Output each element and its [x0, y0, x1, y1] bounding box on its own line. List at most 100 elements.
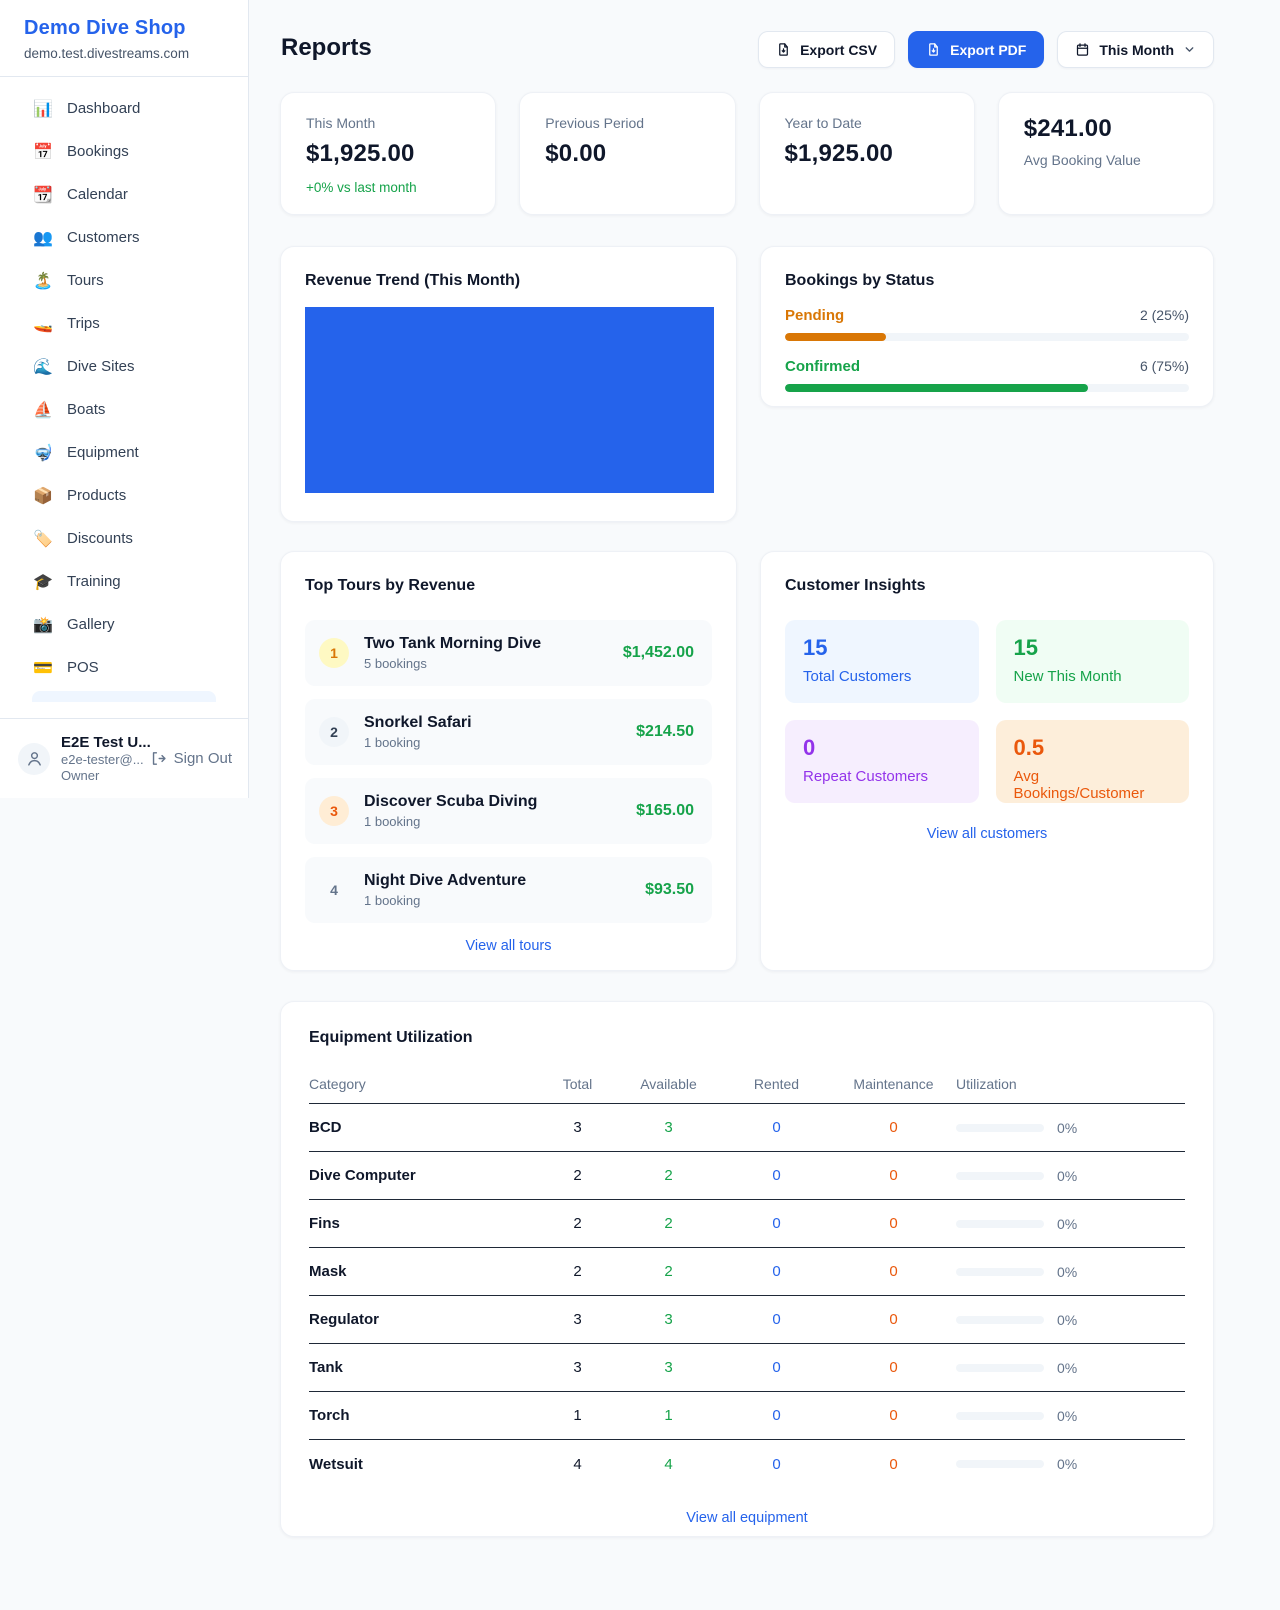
cell-category: Fins [309, 1215, 340, 1232]
revenue-trend-title: Revenue Trend (This Month) [305, 272, 521, 289]
tile-total-customers: 15 Total Customers [785, 620, 979, 703]
cell-rented: 0 [772, 1311, 781, 1328]
tour-list: 1 Two Tank Morning Dive 5 bookings $1,45… [305, 620, 712, 923]
progress-track [785, 384, 1189, 392]
sidebar-item-reports-active[interactable] [32, 691, 216, 702]
sidebar-item-training[interactable]: 🎓 Training [16, 560, 232, 603]
export-pdf-button[interactable]: Export PDF [908, 31, 1045, 68]
sidebar-item-label: Boats [67, 401, 106, 418]
user-name: E2E Test U... [61, 734, 151, 751]
sidebar-item-customers[interactable]: 👥 Customers [16, 216, 232, 259]
table-row: Wetsuit 4 4 0 0 0% [309, 1440, 1185, 1488]
tour-revenue: $1,452.00 [622, 644, 694, 661]
customer-insights-card: Customer Insights 15 Total Customers 15 … [760, 551, 1214, 971]
col-utilization: Utilization [956, 1075, 1017, 1092]
sidebar-item-gallery[interactable]: 📸 Gallery [16, 603, 232, 646]
cell-category: Wetsuit [309, 1455, 363, 1473]
sidebar-item-products[interactable]: 📦 Products [16, 474, 232, 517]
sidebar-item-discounts[interactable]: 🏷️ Discounts [16, 517, 232, 560]
sailboat-icon: ⛵ [33, 401, 53, 419]
stat-card-avg-booking-value: $241.00 Avg Booking Value [997, 92, 1214, 215]
tour-row[interactable]: 4 Night Dive Adventure 1 booking $93.50 [305, 857, 712, 923]
col-total: Total [562, 1075, 593, 1092]
tile-avg-bookings: 0.5 Avg Bookings/Customer [995, 720, 1189, 803]
sidebar-item-label: Discounts [67, 530, 133, 547]
tile-label: Avg Bookings/Customer [1013, 768, 1145, 802]
tour-row[interactable]: 2 Snorkel Safari 1 booking $214.50 [305, 699, 712, 765]
document-download-icon [779, 43, 788, 56]
sidebar-item-equipment[interactable]: 🤿 Equipment [16, 431, 232, 474]
stat-label: Previous Period [545, 115, 645, 131]
sign-out-icon [152, 752, 166, 765]
col-rented: Rented [753, 1075, 800, 1092]
sidebar: Demo Dive Shop demo.test.divestreams.com… [0, 0, 249, 798]
period-dropdown[interactable]: This Month [1057, 31, 1214, 68]
sidebar-item-pos[interactable]: 💳 POS [16, 646, 232, 689]
cell-maintenance: 0 [889, 1119, 898, 1136]
tour-row[interactable]: 3 Discover Scuba Diving 1 booking $165.0… [305, 778, 712, 844]
sidebar-item-bookings[interactable]: 📅 Bookings [16, 130, 232, 173]
table-row: Torch 1 1 0 0 0% [309, 1392, 1185, 1440]
cell-utilization: 0% [956, 1120, 1185, 1136]
sidebar-item-trips[interactable]: 🚤 Trips [16, 302, 232, 345]
table-row: BCD 3 3 0 0 0% [309, 1104, 1185, 1152]
table-row: Regulator 3 3 0 0 0% [309, 1296, 1185, 1344]
status-label: Confirmed [785, 358, 860, 375]
cell-maintenance: 0 [889, 1455, 898, 1473]
utilization-percent: 0% [1057, 1119, 1078, 1136]
sign-out-label: Sign Out [173, 750, 232, 767]
sidebar-item-tours[interactable]: 🏝️ Tours [16, 259, 232, 302]
tour-bookings: 5 bookings [364, 656, 427, 671]
sidebar-item-calendar[interactable]: 📆 Calendar [16, 173, 232, 216]
utilization-percent: 0% [1057, 1359, 1078, 1376]
view-all-equipment-link[interactable]: View all equipment [686, 1510, 808, 1526]
tile-label: Total Customers [803, 668, 912, 685]
tile-value: 15 [803, 635, 828, 660]
cell-total: 3 [573, 1119, 582, 1136]
cell-maintenance: 0 [889, 1167, 898, 1184]
tile-repeat-customers: 0 Repeat Customers [785, 720, 979, 803]
tile-label: New This Month [1013, 668, 1122, 685]
cell-rented: 0 [772, 1359, 781, 1376]
cell-maintenance: 0 [889, 1407, 898, 1424]
sidebar-item-dive-sites[interactable]: 🌊 Dive Sites [16, 345, 232, 388]
sidebar-item-boats[interactable]: ⛵ Boats [16, 388, 232, 431]
stat-card-this-month: This Month $1,925.00 +0% vs last month [280, 92, 497, 215]
shop-name: Demo Dive Shop [24, 17, 186, 39]
tour-revenue: $214.50 [636, 723, 694, 740]
tour-bookings: 1 booking [364, 814, 421, 829]
sidebar-item-label: Calendar [67, 186, 128, 203]
avatar [18, 742, 50, 775]
cell-total: 1 [573, 1407, 582, 1424]
calendar-icon: 📆 [33, 186, 53, 204]
page-title: Reports [281, 34, 372, 61]
sidebar-item-dashboard[interactable]: 📊 Dashboard [16, 87, 232, 130]
status-label: Pending [785, 307, 845, 324]
sign-out-button[interactable]: Sign Out [150, 750, 232, 767]
cell-rented: 0 [772, 1407, 781, 1424]
cell-available: 3 [664, 1359, 673, 1376]
utilization-percent: 0% [1057, 1263, 1078, 1280]
table-header-row: Category Total Available Rented Maintena… [309, 1064, 1185, 1104]
table-row: Mask 2 2 0 0 0% [309, 1248, 1185, 1296]
sidebar-item-label: Dashboard [67, 100, 141, 117]
view-all-customers-link[interactable]: View all customers [926, 826, 1048, 842]
utilization-track [956, 1460, 1044, 1468]
utilization-track [956, 1267, 1044, 1276]
tour-name: Discover Scuba Diving [364, 793, 538, 810]
island-icon: 🏝️ [33, 272, 53, 290]
shop-domain: demo.test.divestreams.com [24, 46, 190, 61]
cell-utilization: 0% [956, 1360, 1185, 1376]
utilization-percent: 0% [1057, 1215, 1078, 1232]
insight-tiles: 15 Total Customers 15 New This Month 0 R… [785, 620, 1189, 803]
cell-category: Torch [309, 1407, 350, 1424]
tour-row[interactable]: 1 Two Tank Morning Dive 5 bookings $1,45… [305, 620, 712, 686]
rank-badge: 2 [319, 717, 349, 747]
cell-available: 3 [664, 1311, 673, 1328]
utilization-track [956, 1411, 1044, 1420]
utilization-track [956, 1171, 1044, 1180]
cell-utilization: 0% [956, 1168, 1185, 1184]
export-csv-button[interactable]: Export CSV [758, 31, 896, 68]
view-all-tours-link[interactable]: View all tours [465, 938, 552, 954]
cell-rented: 0 [772, 1119, 781, 1136]
